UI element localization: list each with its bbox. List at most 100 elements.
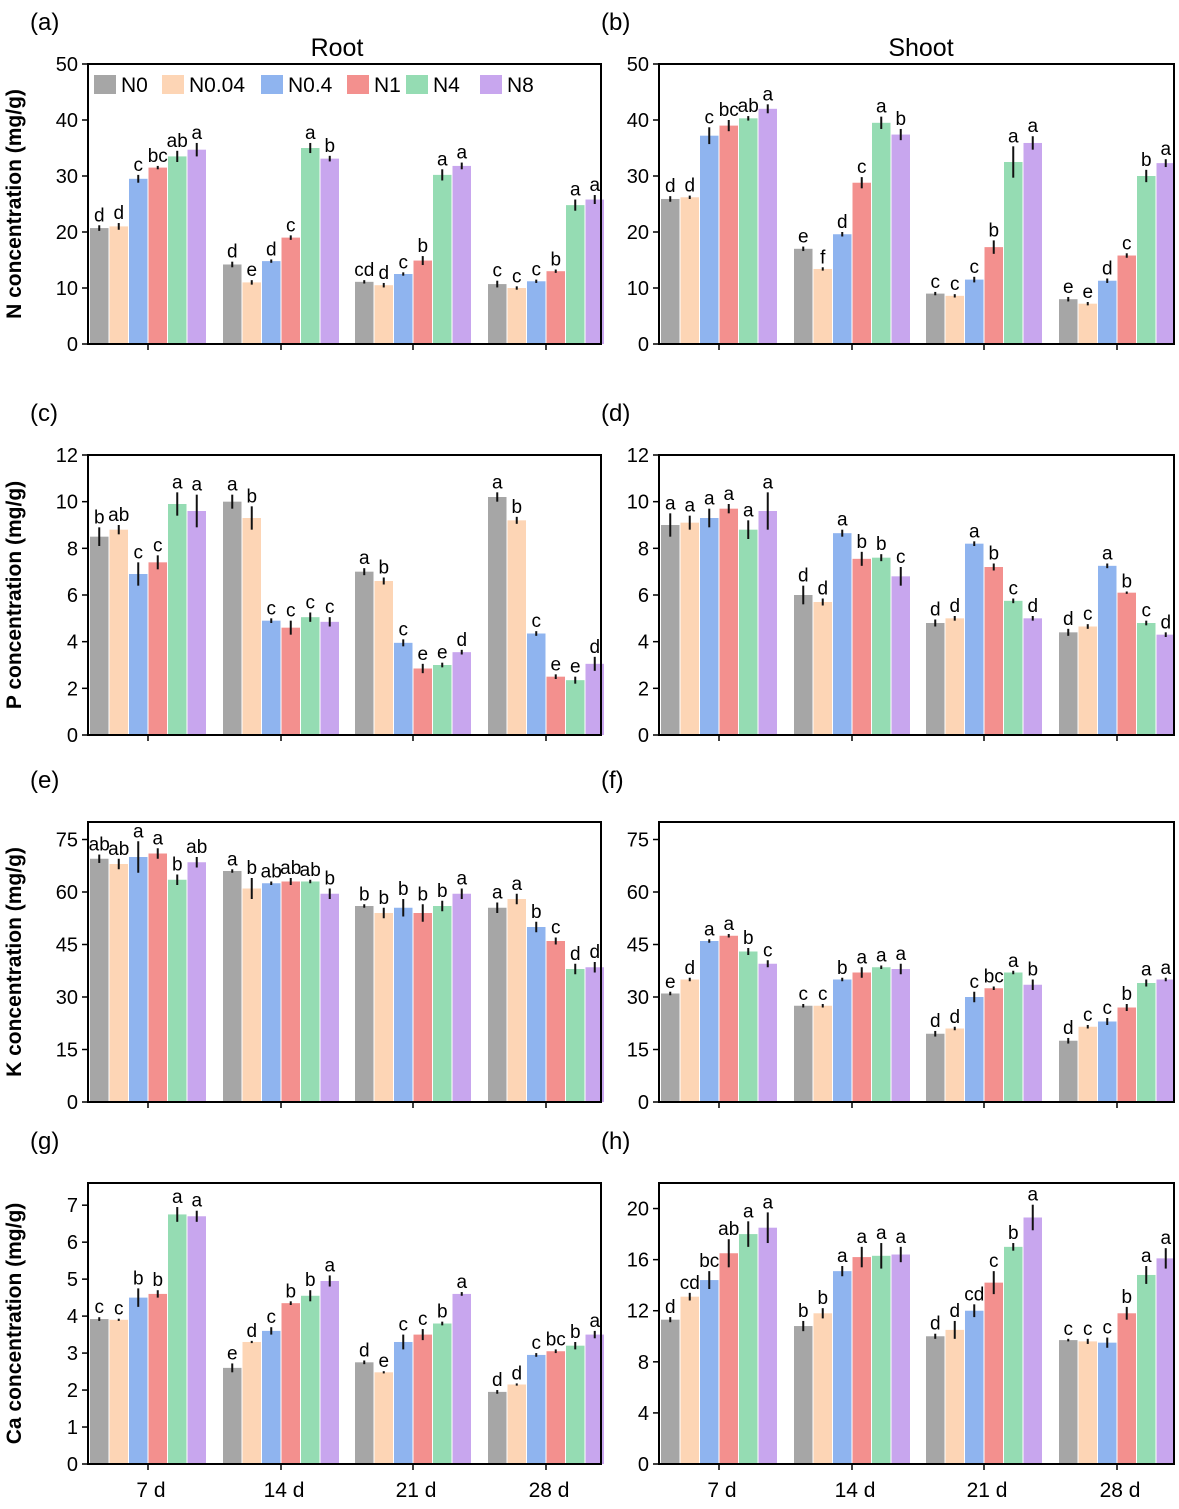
- bar: [488, 497, 507, 735]
- significance-label: a: [876, 946, 887, 967]
- significance-label: c: [1083, 1319, 1093, 1340]
- significance-label: a: [723, 914, 734, 935]
- bar: [223, 871, 242, 1102]
- bar: [566, 205, 585, 344]
- bar: [374, 1372, 393, 1464]
- bar: [129, 1297, 148, 1464]
- bar: [813, 1313, 832, 1464]
- y-tick-label: 4: [67, 632, 78, 654]
- significance-label: a: [684, 496, 695, 517]
- significance-label: e: [378, 1351, 389, 1372]
- significance-label: a: [172, 472, 183, 493]
- significance-label: cd: [680, 1273, 700, 1294]
- significance-label: a: [704, 919, 715, 940]
- significance-label: d: [798, 566, 809, 587]
- bar: [700, 941, 719, 1102]
- bar: [566, 1345, 585, 1464]
- bar: [1098, 280, 1117, 344]
- bar: [945, 618, 964, 735]
- bar: [90, 1319, 109, 1464]
- significance-label: cd: [964, 1284, 984, 1305]
- bar: [566, 680, 585, 735]
- significance-label: b: [152, 1270, 163, 1291]
- significance-label: c: [95, 1297, 105, 1318]
- significance-label: b: [417, 884, 428, 905]
- bar: [148, 167, 167, 344]
- legend-label: N0.04: [189, 74, 245, 97]
- bar: [413, 668, 432, 735]
- y-tick-label: 45: [627, 935, 649, 957]
- legend-swatch: [406, 75, 428, 94]
- bar: [891, 969, 910, 1102]
- bar: [1023, 1217, 1042, 1464]
- bar: [813, 602, 832, 735]
- significance-label: e: [665, 972, 676, 993]
- bar: [585, 967, 604, 1102]
- bar: [1156, 634, 1175, 735]
- significance-label: d: [456, 630, 467, 651]
- significance-label: d: [1102, 258, 1113, 279]
- bar: [262, 883, 281, 1102]
- significance-label: e: [570, 657, 581, 678]
- y-tick-label: 8: [638, 1352, 649, 1374]
- bar: [355, 281, 374, 344]
- significance-label: c: [532, 611, 542, 632]
- y-tick-label: 0: [67, 725, 78, 747]
- bar: [945, 1329, 964, 1464]
- y-tick-label: 60: [627, 882, 649, 904]
- bar: [566, 969, 585, 1102]
- bar: [965, 997, 984, 1102]
- x-tick-label: 7 d: [707, 1479, 736, 1502]
- significance-label: c: [418, 1309, 428, 1330]
- bar: [452, 165, 471, 344]
- significance-label: bc: [719, 100, 739, 121]
- significance-label: a: [1160, 1228, 1171, 1249]
- bar: [891, 576, 910, 735]
- significance-label: c: [1122, 233, 1132, 254]
- bar: [281, 1303, 300, 1464]
- bar: [507, 1384, 526, 1464]
- significance-label: e: [1082, 282, 1093, 303]
- bar: [355, 1362, 374, 1464]
- bar: [488, 1391, 507, 1464]
- significance-label: d: [492, 1370, 503, 1391]
- significance-label: c: [399, 252, 409, 273]
- significance-label: b: [378, 888, 389, 909]
- bar: [833, 979, 852, 1102]
- bar: [965, 279, 984, 344]
- significance-label: b: [1008, 1223, 1019, 1244]
- significance-label: b: [876, 534, 887, 555]
- legend-label: N1: [374, 74, 401, 97]
- significance-label: b: [378, 558, 389, 579]
- bar: [661, 525, 680, 735]
- significance-label: c: [532, 260, 542, 281]
- y-axis-label: Ca concentration (mg/g): [3, 1203, 26, 1445]
- significance-label: d: [684, 958, 695, 979]
- significance-label: c: [1083, 1005, 1093, 1026]
- significance-label: c: [1103, 998, 1113, 1019]
- significance-label: bc: [546, 1329, 566, 1350]
- legend-label: N8: [507, 74, 534, 97]
- bar: [700, 135, 719, 344]
- bar: [1098, 565, 1117, 735]
- bar: [242, 282, 261, 344]
- significance-label: a: [704, 489, 715, 510]
- bar: [926, 623, 945, 735]
- significance-label: ab: [261, 862, 282, 883]
- significance-label: bc: [148, 146, 168, 167]
- y-tick-label: 12: [56, 445, 78, 467]
- bar: [1059, 1040, 1078, 1102]
- bar: [374, 913, 393, 1102]
- significance-label: a: [1008, 951, 1019, 972]
- y-tick-label: 2: [67, 1380, 78, 1402]
- significance-label: a: [895, 944, 906, 965]
- y-tick-label: 6: [67, 1232, 78, 1254]
- significance-label: c: [1083, 604, 1093, 625]
- significance-label: b: [1121, 1287, 1132, 1308]
- bar: [168, 879, 187, 1102]
- bar: [507, 520, 526, 735]
- y-tick-label: 30: [627, 166, 649, 188]
- bar: [984, 247, 1003, 344]
- bar: [320, 158, 339, 344]
